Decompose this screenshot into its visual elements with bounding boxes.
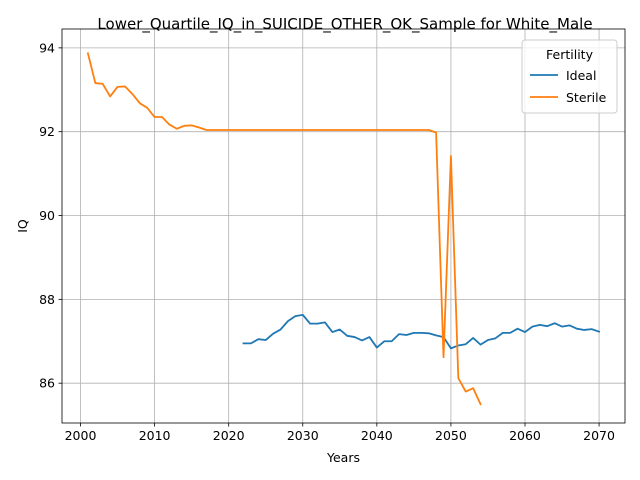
x-tick-label: 2010 — [139, 428, 171, 443]
y-tick-label: 86 — [39, 376, 55, 391]
legend-title: Fertility — [546, 47, 594, 62]
x-axis-title: Years — [326, 450, 360, 465]
y-tick-label: 92 — [39, 124, 55, 139]
plot-series — [86, 52, 601, 406]
x-tick-label: 2050 — [435, 428, 467, 443]
legend-label-ideal: Ideal — [566, 68, 596, 83]
series-line-ideal — [242, 313, 601, 350]
x-tick-label: 2040 — [361, 428, 393, 443]
series-line-sterile — [86, 52, 482, 406]
x-tick-label: 2000 — [65, 428, 97, 443]
x-tick-label: 2060 — [509, 428, 541, 443]
chart-title: Lower_Quartile_IQ_in_SUICIDE_OTHER_OK_Sa… — [97, 15, 592, 34]
x-tick-label: 2030 — [287, 428, 319, 443]
legend-box — [521, 39, 618, 114]
x-tick-label: 2020 — [213, 428, 245, 443]
x-tick-label: 2070 — [583, 428, 615, 443]
legend-label-sterile: Sterile — [566, 90, 607, 105]
y-tick-label: 88 — [39, 292, 55, 307]
legend: Fertility Ideal Sterile — [521, 39, 618, 114]
plot-frame — [61, 28, 626, 424]
y-tick-label: 94 — [39, 40, 55, 55]
y-axis-title: IQ — [15, 219, 30, 233]
y-tick-label: 90 — [39, 208, 55, 223]
axis-ticks: 2000 2010 2020 2030 2040 2050 2060 2070 86 88 90 92… — [39, 40, 615, 443]
